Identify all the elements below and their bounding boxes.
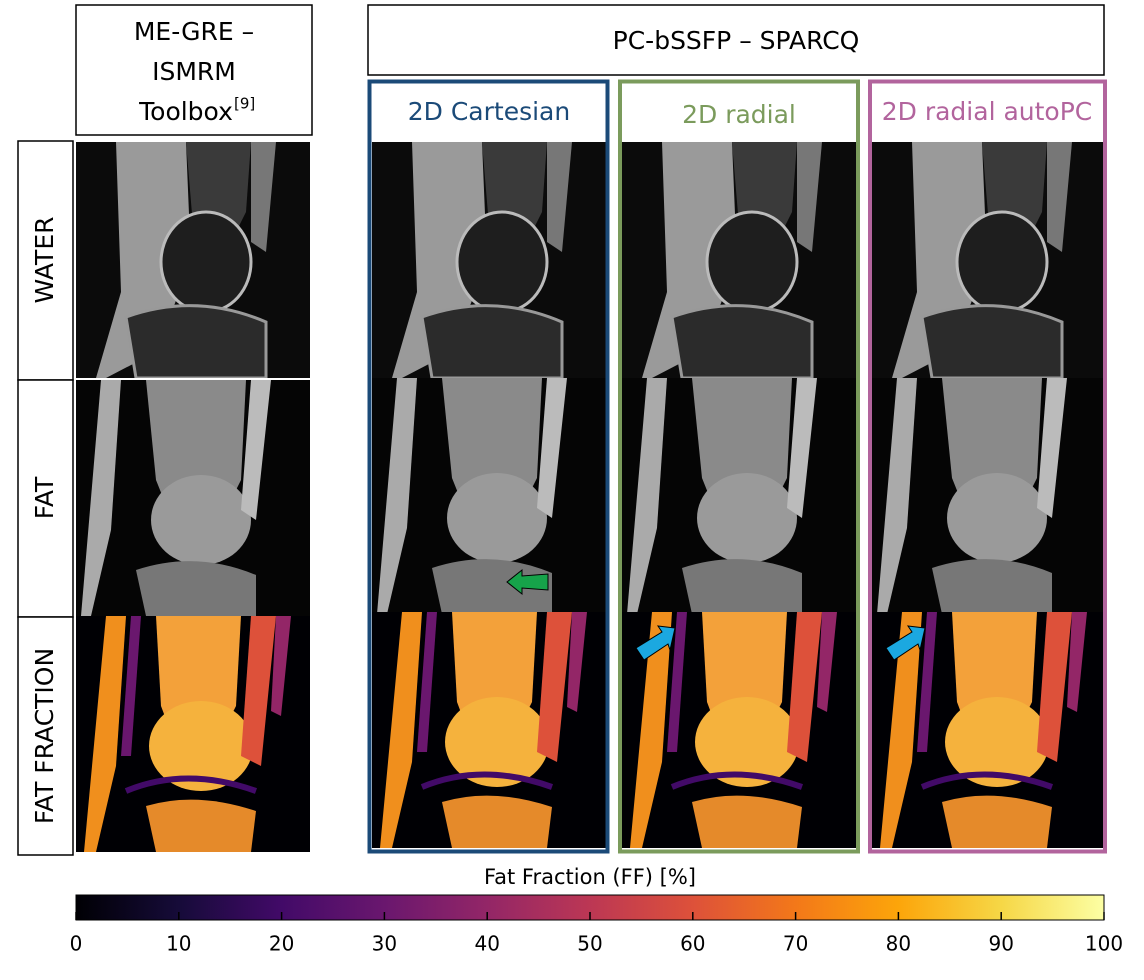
- column-label: 2D radial: [682, 100, 796, 129]
- row-box: [17, 379, 74, 618]
- arrow: [885, 625, 926, 661]
- header-box: [367, 4, 1105, 76]
- tick-label: 40: [474, 932, 499, 956]
- header-line: Toolbox: [138, 97, 233, 126]
- tick-label: 50: [577, 932, 602, 956]
- column-frame: [618, 79, 860, 854]
- column-label: 2D radial autoPC: [882, 97, 1093, 126]
- column-frame: [367, 79, 610, 854]
- row-label: FAT FRACTION: [30, 648, 59, 824]
- header-superscript: [9]: [234, 95, 255, 113]
- row-label: WATER: [30, 217, 59, 304]
- tick-label: 60: [680, 932, 705, 956]
- tick-label: 100: [1085, 932, 1123, 956]
- colorbar-label: Fat Fraction (FF) [%]: [484, 865, 696, 889]
- row-box: [17, 140, 74, 381]
- tick-label: 10: [166, 932, 191, 956]
- column-frame: [868, 79, 1107, 854]
- header-title: PC-bSSFP – SPARCQ: [613, 26, 860, 55]
- header-box: [75, 4, 313, 136]
- tick-label: 0: [70, 932, 83, 956]
- arrow: [635, 625, 676, 661]
- tick-label: 90: [988, 932, 1013, 956]
- tick-label: 20: [269, 932, 294, 956]
- row-label: FAT: [30, 476, 59, 519]
- tick-label: 70: [783, 932, 808, 956]
- tick-label: 80: [886, 932, 911, 956]
- image-grid: [76, 142, 1106, 852]
- header-line: ISMRM: [152, 57, 236, 86]
- arrow: [506, 568, 549, 596]
- row-box: [17, 616, 74, 856]
- colorbar-ticks: 0 10 20 30 40 50 60 70 80 90 100: [70, 912, 1123, 956]
- column-label: 2D Cartesian: [408, 97, 570, 126]
- tick-label: 30: [372, 932, 397, 956]
- header-line: ME-GRE –: [134, 17, 254, 46]
